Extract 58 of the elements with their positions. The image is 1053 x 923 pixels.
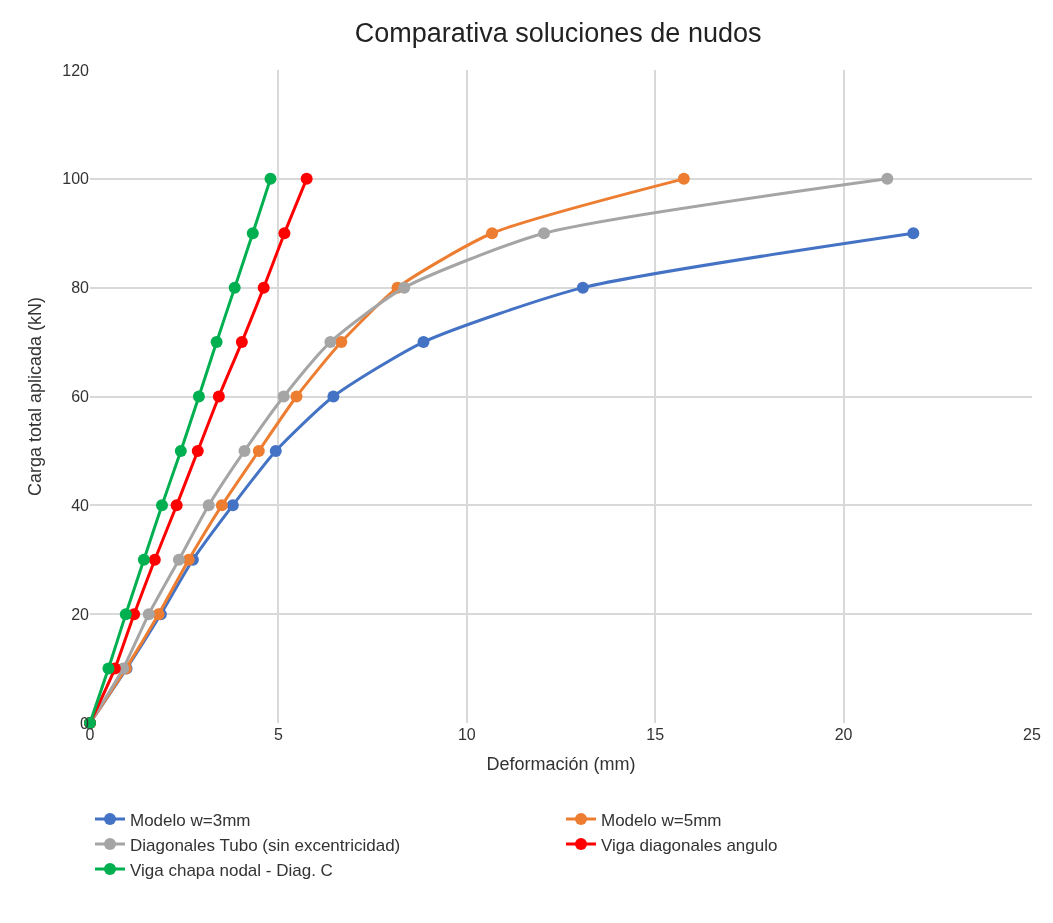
point [269, 444, 282, 457]
point [119, 608, 132, 621]
point [264, 172, 277, 185]
point [246, 227, 259, 240]
point [212, 390, 225, 403]
point [257, 281, 270, 294]
point [235, 336, 248, 349]
point [191, 444, 204, 457]
point [215, 499, 228, 512]
legend-label: Viga diagonales angulo [601, 835, 778, 855]
point [417, 336, 430, 349]
point [210, 336, 223, 349]
x-tick-label: 15 [646, 726, 665, 743]
point [142, 608, 155, 621]
point [907, 227, 920, 240]
point [238, 444, 251, 457]
x-tick-label: 25 [1023, 726, 1041, 743]
y-tick-label: 100 [62, 170, 90, 188]
point [278, 227, 291, 240]
point [300, 172, 313, 185]
point [102, 662, 115, 675]
point [226, 499, 239, 512]
point [881, 172, 894, 185]
point [252, 444, 265, 457]
y-tick-label: 120 [62, 61, 90, 79]
point [137, 553, 150, 566]
point [148, 553, 161, 566]
legend-label: Modelo w=5mm [601, 810, 722, 830]
legend-label: Diagonales Tubo (sin excentricidad) [130, 835, 401, 855]
point [538, 227, 551, 240]
point [155, 499, 168, 512]
point [170, 499, 183, 512]
y-tick-label: 60 [71, 388, 90, 406]
point [486, 227, 499, 240]
point [174, 444, 187, 457]
point [677, 172, 690, 185]
x-tick-label: 5 [273, 726, 283, 743]
legend-label: Modelo w=3mm [130, 810, 251, 830]
x-tick-label: 20 [834, 726, 853, 743]
point [335, 336, 348, 349]
y-tick-label: 80 [71, 279, 90, 297]
legend-label: Viga chapa nodal - Diag. C [130, 860, 333, 880]
point [324, 336, 337, 349]
point [172, 553, 185, 566]
x-axis-title: Deformación (mm) [486, 754, 636, 775]
point [192, 390, 205, 403]
chart-title: Comparativa soluciones de nudos [354, 17, 762, 48]
point [202, 499, 215, 512]
point [277, 390, 290, 403]
point [290, 390, 303, 403]
y-tick-label: 20 [71, 605, 90, 623]
y-axis-title: Carga total aplicada (kN) [25, 296, 46, 497]
x-tick-label: 10 [457, 726, 476, 743]
point [327, 390, 340, 403]
point [576, 281, 589, 294]
point [228, 281, 241, 294]
y-tick-label: 40 [71, 496, 90, 514]
point [398, 281, 411, 294]
